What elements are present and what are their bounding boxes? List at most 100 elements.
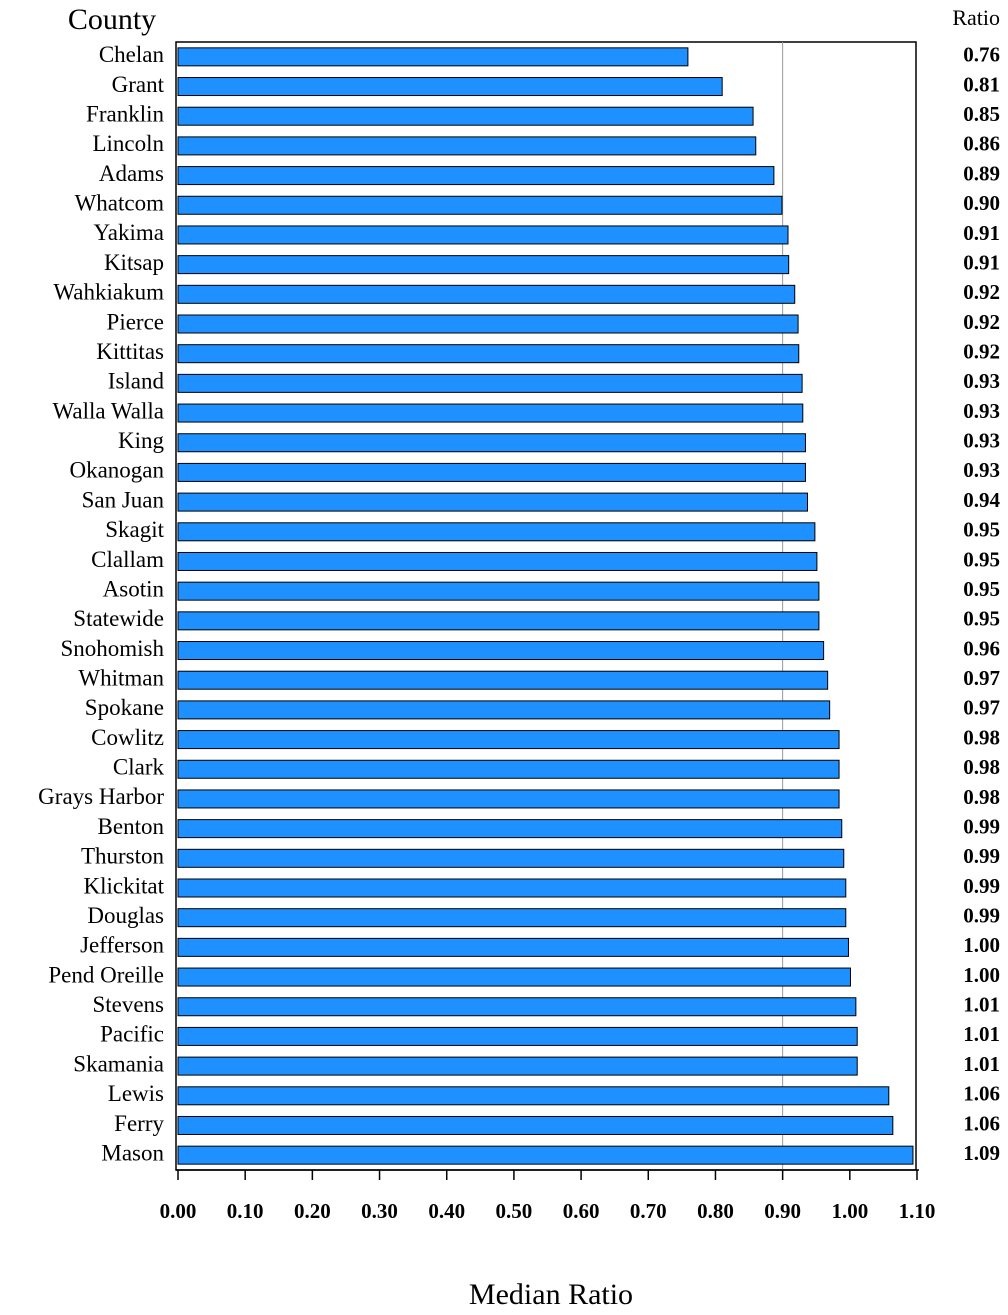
category-label: Pierce xyxy=(107,309,164,334)
x-tick-label: 0.70 xyxy=(630,1199,667,1223)
category-header: County xyxy=(68,3,156,36)
bar xyxy=(177,670,829,690)
bar xyxy=(177,492,808,512)
bar xyxy=(177,433,806,453)
category-label: Asotin xyxy=(103,576,165,601)
value-label: 0.91 xyxy=(963,221,1000,245)
bar xyxy=(177,1026,858,1046)
category-label: Wahkiakum xyxy=(53,280,164,305)
category-label: Kittitas xyxy=(96,339,164,364)
category-label: Ferry xyxy=(114,1111,164,1136)
category-label: Island xyxy=(108,369,165,394)
category-label: Spokane xyxy=(85,695,164,720)
value-label: 0.76 xyxy=(963,43,1000,67)
x-tick-label: 0.30 xyxy=(361,1199,398,1223)
value-label: 0.94 xyxy=(963,488,1000,512)
bar xyxy=(177,908,847,928)
value-label: 1.06 xyxy=(963,1082,1000,1106)
value-label: 1.00 xyxy=(963,963,1000,987)
category-label: King xyxy=(118,428,165,453)
x-tick-label: 0.60 xyxy=(563,1199,600,1223)
value-label: 0.92 xyxy=(963,339,1000,363)
bar xyxy=(177,344,800,364)
value-label: 0.97 xyxy=(963,666,1000,690)
category-label: Adams xyxy=(99,161,164,186)
category-label: Clallam xyxy=(91,547,164,572)
category-label: Okanogan xyxy=(69,458,164,483)
value-label: 1.01 xyxy=(963,1022,1000,1046)
value-label: 0.86 xyxy=(963,132,1000,156)
x-tick-label: 0.50 xyxy=(496,1199,533,1223)
bar xyxy=(177,937,849,957)
x-tick-label: 0.00 xyxy=(160,1199,197,1223)
value-label: 0.95 xyxy=(963,518,1000,542)
category-label: Douglas xyxy=(87,903,164,928)
value-label: 0.90 xyxy=(963,191,1000,215)
x-axis-title: Median Ratio xyxy=(469,1278,633,1311)
category-label: Whitman xyxy=(78,665,164,690)
value-label: 0.99 xyxy=(963,844,1000,868)
x-tick-label: 1.00 xyxy=(831,1199,868,1223)
category-label: Benton xyxy=(98,814,165,839)
bar xyxy=(177,997,857,1017)
x-tick-label: 0.10 xyxy=(227,1199,264,1223)
bar xyxy=(177,759,840,779)
value-label: 0.95 xyxy=(963,577,1000,601)
value-label: 0.85 xyxy=(963,102,1000,126)
category-label: Stevens xyxy=(92,992,164,1017)
category-label: Walla Walla xyxy=(53,398,164,423)
value-label: 1.01 xyxy=(963,993,1000,1017)
bar xyxy=(177,848,845,868)
bar xyxy=(177,522,816,542)
value-label: 0.98 xyxy=(963,755,1000,779)
x-tick-label: 0.40 xyxy=(428,1199,465,1223)
bar xyxy=(177,136,757,156)
value-label: 1.00 xyxy=(963,933,1000,957)
bar xyxy=(177,1086,890,1106)
category-label: Pend Oreille xyxy=(48,962,164,987)
value-label: 0.95 xyxy=(963,547,1000,571)
category-label: Grays Harbor xyxy=(38,784,164,809)
value-label: 0.97 xyxy=(963,696,1000,720)
category-label: Skagit xyxy=(105,517,164,542)
bar xyxy=(177,373,803,393)
bar xyxy=(177,77,723,97)
value-label: 0.93 xyxy=(963,429,1000,453)
category-label: Klickitat xyxy=(84,873,165,898)
value-header: Ratio xyxy=(952,5,1000,30)
value-label: 0.91 xyxy=(963,250,1000,274)
bar xyxy=(177,106,754,126)
x-tick-label: 0.80 xyxy=(697,1199,734,1223)
value-label: 0.99 xyxy=(963,874,1000,898)
bar xyxy=(177,730,840,750)
bar xyxy=(177,878,847,898)
category-label: Kitsap xyxy=(104,250,164,275)
value-label: 0.93 xyxy=(963,399,1000,423)
category-label: Snohomish xyxy=(60,636,164,661)
category-label: Franklin xyxy=(86,101,164,126)
bar xyxy=(177,819,843,839)
bar xyxy=(177,225,789,245)
category-label: Lincoln xyxy=(92,131,164,156)
value-label: 1.01 xyxy=(963,1052,1000,1076)
bar xyxy=(177,284,796,304)
value-label: 0.95 xyxy=(963,607,1000,631)
category-label: Statewide xyxy=(73,606,164,631)
bar xyxy=(177,166,775,186)
value-label: 0.96 xyxy=(963,636,1000,660)
value-label: 0.81 xyxy=(963,72,1000,96)
bar xyxy=(177,611,820,631)
value-label: 0.98 xyxy=(963,785,1000,809)
bar xyxy=(177,1145,914,1165)
bar xyxy=(177,581,820,601)
value-label: 1.09 xyxy=(963,1141,1000,1165)
category-label: Yakima xyxy=(93,220,164,245)
category-label: San Juan xyxy=(82,487,165,512)
bar xyxy=(177,1056,858,1076)
bar xyxy=(177,195,783,215)
value-label: 0.99 xyxy=(963,814,1000,838)
category-label: Pacific xyxy=(100,1022,164,1047)
category-label: Whatcom xyxy=(75,191,165,216)
bar xyxy=(177,255,790,275)
value-label: 0.89 xyxy=(963,161,1000,185)
